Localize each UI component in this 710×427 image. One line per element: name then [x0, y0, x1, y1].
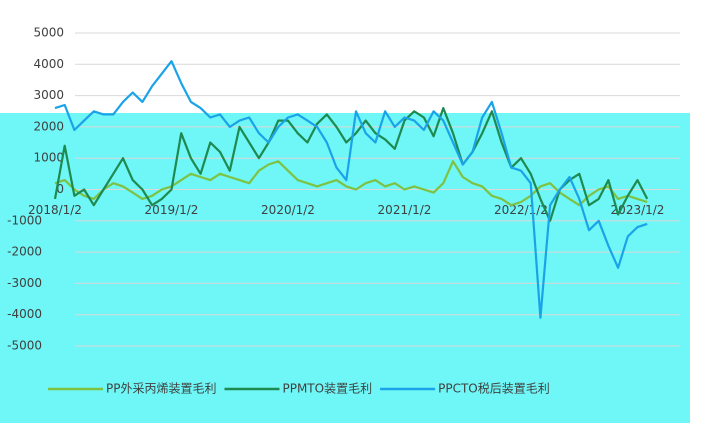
- y-tick-label: 5000: [33, 26, 64, 40]
- x-tick-label: 2022/1/2: [494, 203, 548, 217]
- y-tick-label: -4000: [7, 307, 42, 321]
- y-tick-label: -1000: [7, 213, 42, 227]
- y-tick-label: -3000: [7, 276, 42, 290]
- y-tick-label: 4000: [33, 57, 64, 71]
- plot: [53, 60, 649, 319]
- y-tick-label: 3000: [33, 88, 64, 102]
- y-tick-label: -2000: [7, 245, 42, 259]
- legend-label: PP外采丙烯装置毛利: [106, 382, 216, 396]
- overlay-panel: [0, 113, 690, 423]
- y-tick-label: -5000: [7, 339, 42, 353]
- y-tick-label: 2000: [33, 119, 64, 133]
- y-tick-label: 0: [56, 182, 64, 196]
- x-tick-label: 2019/1/2: [145, 203, 199, 217]
- legend: PP外采丙烯装置毛利 PPMTO装置毛利 PPCTO税后装置毛利: [48, 382, 550, 396]
- series-line: [54, 60, 648, 319]
- x-tick-label: 2020/1/2: [261, 203, 315, 217]
- grid: -5000 -4000 -3000 -2000 -1000 0 1000 2000 3000 40…: [7, 26, 680, 353]
- x-tick-label: 2023/1/2: [611, 203, 665, 217]
- legend-label: PPMTO装置毛利: [282, 382, 372, 396]
- legend-label: PPCTO税后装置毛利: [438, 382, 550, 396]
- x-tick-label: 2021/1/2: [378, 203, 432, 217]
- series-line: [54, 160, 648, 207]
- x-tick-label: 2018/1/2: [28, 203, 82, 217]
- y-tick-label: 1000: [33, 151, 64, 165]
